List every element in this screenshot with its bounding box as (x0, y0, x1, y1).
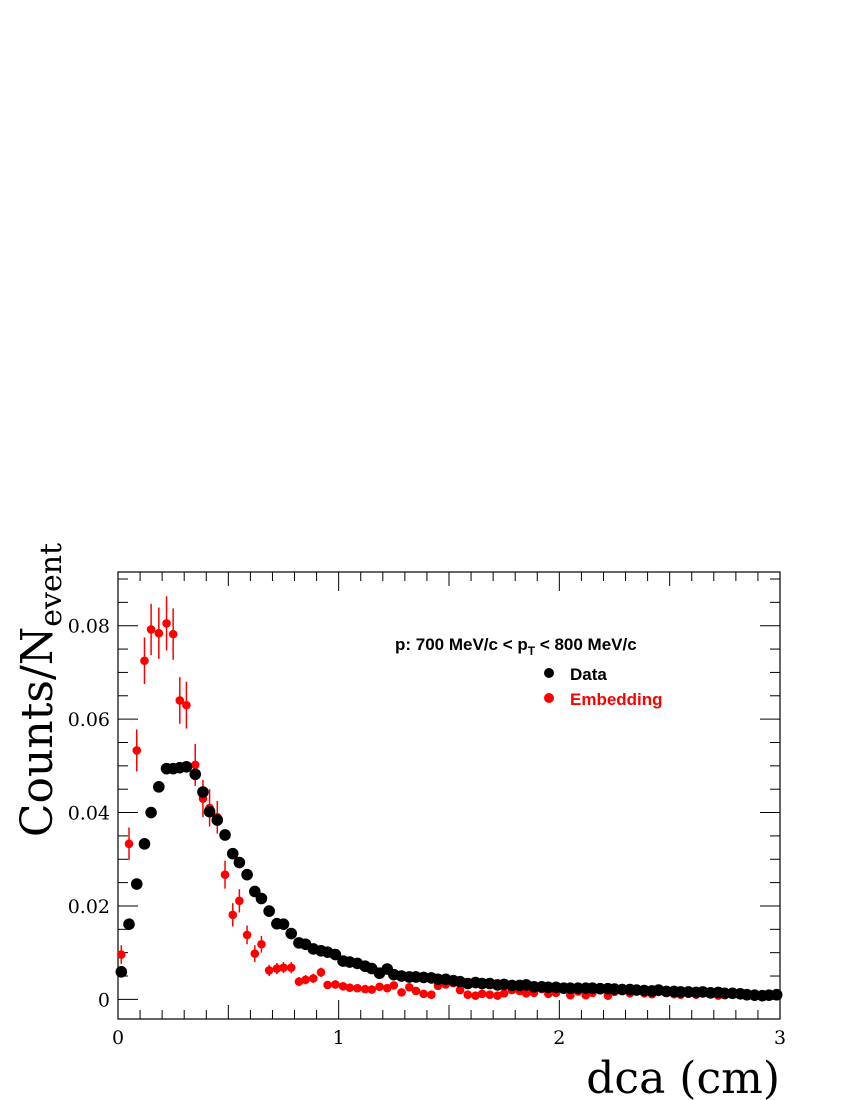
legend-marker-data (544, 668, 554, 678)
embedding-point (132, 746, 142, 755)
embedding-point (316, 967, 326, 977)
x-axis-title: dca (cm) (586, 1053, 780, 1100)
embedding-point (242, 930, 252, 940)
embedding-point (175, 696, 185, 705)
embedding-point (463, 990, 473, 1000)
y-tick-label: 0.02 (68, 896, 110, 918)
y-tick-label: 0.08 (68, 616, 110, 638)
embedding-point (190, 760, 200, 770)
data-point (219, 829, 231, 841)
data-point (130, 878, 143, 890)
data-point (115, 966, 128, 978)
embedding-series (117, 596, 730, 1000)
data-point (329, 948, 342, 961)
data-point (203, 805, 216, 818)
annotation-suffix: < 800 MeV/c (535, 635, 637, 654)
embedding-point (493, 991, 502, 1000)
axis-ticks: 0 1 2 3 0 0.02 0.04 0.06 0.08 (68, 572, 786, 1049)
y-tick-label: 0.04 (68, 803, 110, 825)
embedding-point (220, 870, 230, 879)
data-point (285, 927, 298, 940)
y-tick-label: 0.06 (68, 709, 110, 731)
embedding-point (471, 991, 480, 1000)
embedding-point (286, 963, 296, 972)
data-point (138, 838, 151, 850)
data-point (153, 781, 165, 793)
embedding-point (294, 977, 304, 986)
data-point (145, 806, 157, 819)
y-axis-title-main: Counts/N (12, 627, 63, 837)
data-point (226, 847, 239, 860)
embedding-point (264, 966, 274, 975)
embedding-point (455, 985, 465, 995)
annotation-subscript: T (528, 644, 536, 658)
embedding-point (331, 980, 340, 989)
embedding-point (162, 619, 171, 628)
embedding-point (228, 910, 238, 920)
data-point (277, 918, 290, 930)
annotation-text: p: 700 MeV/c < pT < 800 MeV/c (395, 635, 637, 658)
embedding-point (338, 982, 348, 991)
y-axis-title-sub: event (34, 543, 69, 627)
embedding-point (308, 974, 318, 983)
embedding-point (419, 989, 428, 999)
embedding-point (353, 983, 362, 993)
data-point (189, 768, 202, 781)
x-tick-label: 0 (112, 1027, 124, 1049)
embedding-point (279, 963, 288, 972)
data-point (123, 918, 135, 930)
embedding-point (301, 975, 310, 985)
embedding-point (367, 985, 377, 994)
legend-marker-embedding (544, 693, 554, 703)
legend-label-embedding: Embedding (570, 690, 663, 709)
data-series (115, 760, 783, 1002)
embedding-point (250, 949, 260, 958)
embedding-point (140, 656, 149, 666)
data-point (180, 760, 193, 773)
embedding-point (397, 988, 406, 997)
embedding-point (345, 983, 355, 993)
embedding-point (235, 896, 244, 906)
embedding-point (124, 839, 134, 849)
data-point (255, 892, 268, 905)
x-tick-label: 2 (553, 1027, 565, 1049)
embedding-point (382, 983, 392, 993)
legend-label-data: Data (570, 665, 607, 684)
embedding-point (375, 982, 384, 992)
embedding-point (182, 700, 191, 710)
data-point (197, 786, 209, 798)
data-point (211, 814, 224, 826)
embedding-point (477, 989, 487, 999)
x-tick-label: 1 (333, 1027, 345, 1049)
embedding-point (485, 990, 495, 1000)
embedding-point (257, 939, 266, 949)
data-point (263, 905, 275, 917)
embedding-point (360, 984, 370, 994)
y-tick-label: 0 (98, 989, 110, 1011)
data-point (241, 868, 253, 881)
annotation-prefix: p: 700 MeV/c < p (395, 635, 528, 654)
embedding-point (146, 625, 156, 634)
embedding-point (323, 980, 332, 990)
embedding-point (411, 986, 421, 996)
embedding-point (521, 989, 531, 998)
embedding-point (499, 989, 509, 998)
embedding-point (404, 982, 414, 992)
embedding-point (154, 628, 164, 638)
embedding-point (389, 981, 399, 990)
data-point (770, 988, 783, 1001)
embedding-point (272, 964, 282, 973)
legend: p: 700 MeV/c < pT < 800 MeV/c Data Embed… (395, 635, 663, 709)
embedding-point (117, 950, 126, 959)
y-axis-title: Counts/Nevent (12, 543, 69, 837)
embedding-point (168, 629, 178, 639)
x-tick-label: 3 (774, 1027, 786, 1049)
embedding-point (427, 990, 436, 1000)
data-point (233, 856, 246, 869)
